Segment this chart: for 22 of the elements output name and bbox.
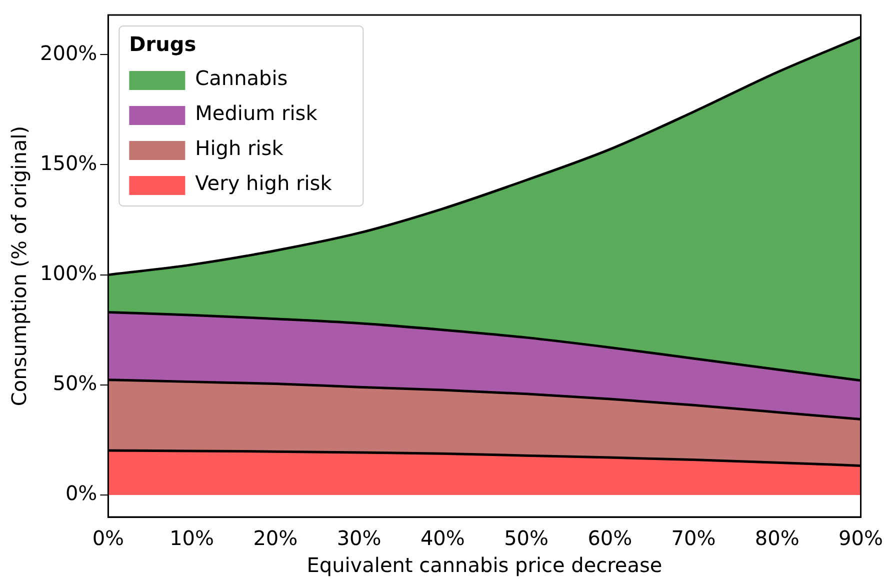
x-tick-label: 90% [838,526,883,550]
x-tick-label: 30% [336,526,382,550]
y-tick-label: 200% [40,40,98,65]
legend-label: Cannabis [195,66,288,90]
x-tick-label: 70% [671,526,716,550]
x-axis-title: Equivalent cannabis price decrease [306,553,662,578]
x-tick-label: 40% [420,526,465,550]
legend-label: Medium risk [195,101,318,126]
legend-label: High risk [195,136,284,160]
y-tick-label: 100% [40,261,98,286]
x-tick-label: 10% [170,526,214,550]
y-tick-label: 0% [65,481,98,506]
x-tick-label: 20% [253,526,298,550]
x-tick-label: 60% [588,526,632,550]
y-tick-label: 150% [40,150,98,175]
x-tick-label: 50% [504,526,549,550]
x-tick-label: 80% [754,526,800,550]
x-tick-label: 0% [92,526,124,550]
legend-label: Very high risk [195,171,332,196]
y-tick-label: 50% [52,371,98,396]
legend-title: Drugs [129,32,196,56]
y-axis-title: Consumption (% of original) [7,126,32,406]
